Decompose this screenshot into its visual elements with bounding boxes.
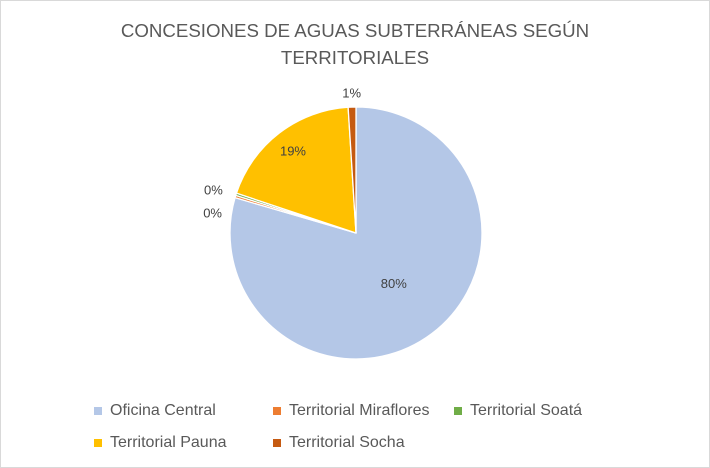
legend-marker-territorial-miraflores bbox=[273, 407, 281, 415]
legend-marker-territorial-soata bbox=[454, 407, 462, 415]
data-label-oficina-central: 80% bbox=[381, 276, 407, 291]
legend-label-territorial-miraflores: Territorial Miraflores bbox=[289, 402, 430, 419]
pie-slice-territorial-socha bbox=[347, 106, 357, 234]
legend: Oficina Central Territorial Miraflores Ter… bbox=[94, 395, 582, 459]
data-label-territorial-miraflores: 0% bbox=[203, 205, 222, 220]
data-label-territorial-soata: 0% bbox=[204, 182, 223, 197]
data-label-territorial-socha: 1% bbox=[342, 86, 361, 101]
legend-label-oficina-central: Oficina Central bbox=[110, 402, 216, 419]
legend-item-territorial-pauna: Territorial Pauna bbox=[94, 427, 273, 459]
legend-item-oficina-central: Oficina Central bbox=[94, 395, 273, 427]
legend-marker-oficina-central bbox=[94, 407, 102, 415]
legend-marker-territorial-pauna bbox=[94, 439, 102, 447]
legend-marker-territorial-socha bbox=[273, 439, 281, 447]
legend-label-territorial-soata: Territorial Soatá bbox=[470, 402, 583, 419]
legend-item-territorial-miraflores: Territorial Miraflores bbox=[273, 395, 454, 427]
pie-slice-oficina-central bbox=[229, 106, 483, 360]
chart-title: CONCESIONES DE AGUAS SUBTERRÁNEAS SEGÚN … bbox=[120, 20, 590, 68]
data-label-territorial-pauna: 19% bbox=[280, 144, 306, 159]
legend-item-territorial-socha: Territorial Socha bbox=[273, 427, 454, 459]
legend-label-territorial-pauna: Territorial Pauna bbox=[110, 434, 227, 451]
pie-slice-territorial-pauna bbox=[235, 106, 357, 234]
legend-label-territorial-socha: Territorial Socha bbox=[289, 434, 405, 451]
legend-item-territorial-soata: Territorial Soatá bbox=[454, 395, 582, 427]
